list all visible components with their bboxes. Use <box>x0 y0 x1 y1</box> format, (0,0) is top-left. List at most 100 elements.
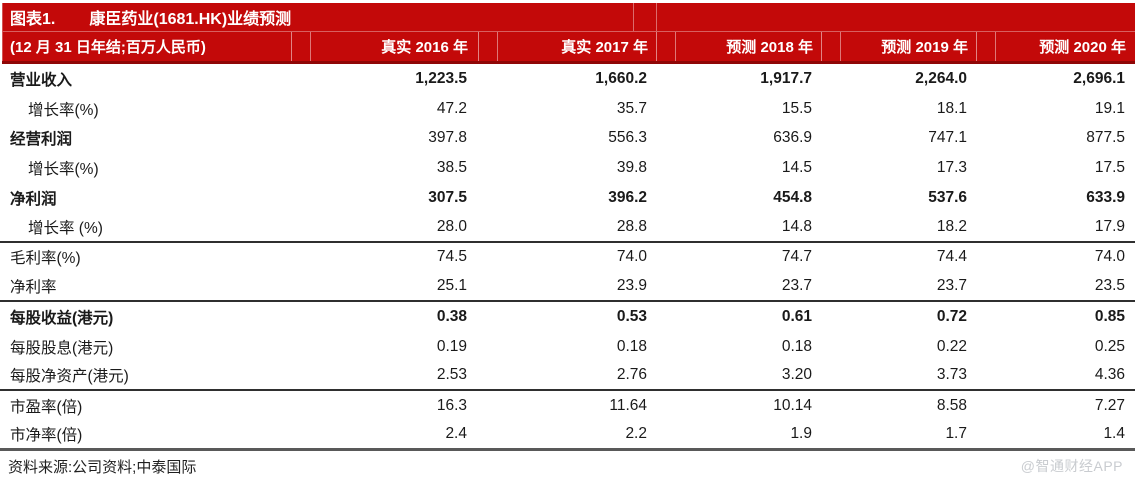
table-row: 每股收益(港元) 0.38 0.53 0.61 0.72 0.85 <box>0 302 1135 332</box>
table-header: 图表1. 康臣药业(1681.HK)业绩预测 (12 月 31 日年结;百万人民… <box>2 3 1135 64</box>
cell-2019: 2,264.0 <box>915 69 967 87</box>
row-label: 经营利润 <box>10 131 73 149</box>
column-header-2019: 预测 2019 年 <box>821 32 976 61</box>
watermark: @智通财经APP <box>1020 457 1123 474</box>
cell-2016: 2.53 <box>436 366 467 384</box>
cell-2019: 0.72 <box>936 307 967 325</box>
cell-2016: 307.5 <box>428 188 467 206</box>
cell-2020: 17.5 <box>1094 159 1125 177</box>
header-divider-line <box>656 3 657 31</box>
table-row: 毛利率(%) 74.5 74.0 74.7 74.4 74.0 <box>0 243 1135 273</box>
source-note: 资料来源:公司资料;中泰国际 <box>8 458 197 476</box>
cell-2016: 47.2 <box>436 99 467 117</box>
row-label: 营业收入 <box>10 71 73 89</box>
cell-2017: 35.7 <box>616 99 647 117</box>
cell-2019: 18.1 <box>936 99 967 117</box>
row-label: 增长率(%) <box>28 161 99 179</box>
cell-2018: 0.61 <box>781 307 812 325</box>
row-label: 增长率(%) <box>28 101 99 119</box>
table-row: 每股净资产(港元) 2.53 2.76 3.20 3.73 4.36 <box>0 362 1135 392</box>
cell-2019: 8.58 <box>936 397 967 415</box>
table-row: 每股股息(港元) 0.19 0.18 0.18 0.22 0.25 <box>0 332 1135 362</box>
cell-2019: 747.1 <box>928 129 967 147</box>
figure-title: 康臣药业(1681.HK)业绩预测 <box>89 11 292 28</box>
cell-2017: 396.2 <box>608 188 647 206</box>
cell-2018: 3.20 <box>781 366 812 384</box>
cell-2016: 38.5 <box>436 159 467 177</box>
cell-2019: 23.7 <box>936 277 967 295</box>
cell-2016: 74.5 <box>436 248 467 266</box>
cell-2018: 10.14 <box>773 397 812 415</box>
column-header-2018: 预测 2018 年 <box>656 32 821 61</box>
cell-2016: 397.8 <box>428 129 467 147</box>
cell-2018: 1.9 <box>790 425 812 443</box>
row-label: 毛利率(%) <box>10 250 81 268</box>
cell-2016: 2.4 <box>445 425 467 443</box>
cell-2018: 14.5 <box>781 159 812 177</box>
cell-2017: 39.8 <box>616 159 647 177</box>
table-row: 营业收入 1,223.5 1,660.2 1,917.7 2,264.0 2,6… <box>0 64 1135 94</box>
table-row: 市盈率(倍) 16.3 11.64 10.14 8.58 7.27 <box>0 391 1135 421</box>
header-title-row: 图表1. 康臣药业(1681.HK)业绩预测 <box>2 3 1135 32</box>
cell-2017: 556.3 <box>608 129 647 147</box>
cell-2016: 16.3 <box>436 397 467 415</box>
cell-2019: 1.7 <box>945 425 967 443</box>
cell-2019: 18.2 <box>936 217 967 235</box>
cell-2020: 0.85 <box>1094 307 1125 325</box>
column-header-2016: 真实 2016 年 <box>291 32 478 61</box>
cell-2020: 633.9 <box>1086 188 1125 206</box>
cell-2017: 2.2 <box>625 425 647 443</box>
row-label: 市盈率(倍) <box>10 399 83 417</box>
cell-2016: 0.38 <box>436 307 467 325</box>
row-label: 净利率 <box>10 279 57 297</box>
row-label: 市净率(倍) <box>10 427 83 445</box>
cell-2016: 0.19 <box>436 337 467 355</box>
table-body: 营业收入 1,223.5 1,660.2 1,917.7 2,264.0 2,6… <box>0 64 1135 451</box>
column-header-2017: 真实 2017 年 <box>478 32 656 61</box>
cell-2017: 23.9 <box>616 277 647 295</box>
table-row: 净利率 25.1 23.9 23.7 23.7 23.5 <box>0 272 1135 302</box>
figure-label: 图表1. <box>10 11 56 28</box>
table-row: 增长率(%) 47.2 35.7 15.5 18.1 19.1 <box>0 94 1135 124</box>
cell-2017: 2.76 <box>616 366 647 384</box>
table-row: 经营利润 397.8 556.3 636.9 747.1 877.5 <box>0 124 1135 154</box>
cell-2020: 0.25 <box>1094 337 1125 355</box>
cell-2018: 15.5 <box>781 99 812 117</box>
cell-2019: 0.22 <box>936 337 967 355</box>
table-row: 增长率(%) 38.5 39.8 14.5 17.3 17.5 <box>0 153 1135 183</box>
row-label: 每股净资产(港元) <box>10 368 129 386</box>
cell-2016: 28.0 <box>436 217 467 235</box>
column-header-2020: 预测 2020 年 <box>976 32 1135 61</box>
cell-2018: 636.9 <box>773 129 812 147</box>
cell-2019: 537.6 <box>928 188 967 206</box>
cell-2020: 877.5 <box>1086 129 1125 147</box>
cell-2020: 19.1 <box>1094 99 1125 117</box>
cell-2016: 1,223.5 <box>415 69 467 87</box>
cell-2019: 17.3 <box>936 159 967 177</box>
table-row: 净利润 307.5 396.2 454.8 537.6 633.9 <box>0 183 1135 213</box>
cell-2020: 74.0 <box>1094 248 1125 266</box>
cell-2018: 454.8 <box>773 188 812 206</box>
cell-2017: 0.53 <box>616 307 647 325</box>
table-row: 市净率(倍) 2.4 2.2 1.9 1.7 1.4 <box>0 421 1135 451</box>
cell-2017: 74.0 <box>616 248 647 266</box>
table-footer: 资料来源:公司资料;中泰国际 @智通财经APP <box>0 456 1135 477</box>
header-columns-row: (12 月 31 日年结;百万人民币) 真实 2016 年 真实 2017 年 … <box>2 32 1135 61</box>
row-label: 增长率 (%) <box>28 219 103 237</box>
cell-2019: 3.73 <box>936 366 967 384</box>
row-label: 净利润 <box>10 190 57 208</box>
header-divider-line <box>633 3 634 31</box>
cell-2020: 4.36 <box>1094 366 1125 384</box>
cell-2018: 1,917.7 <box>760 69 812 87</box>
cell-2017: 28.8 <box>616 217 647 235</box>
cell-2020: 17.9 <box>1094 217 1125 235</box>
cell-2018: 23.7 <box>781 277 812 295</box>
cell-2018: 0.18 <box>781 337 812 355</box>
table-row: 增长率 (%) 28.0 28.8 14.8 18.2 17.9 <box>0 213 1135 243</box>
cell-2020: 23.5 <box>1094 277 1125 295</box>
cell-2020: 2,696.1 <box>1073 69 1125 87</box>
cell-2019: 74.4 <box>936 248 967 266</box>
header-subtitle: (12 月 31 日年结;百万人民币) <box>10 39 206 56</box>
cell-2017: 0.18 <box>616 337 647 355</box>
